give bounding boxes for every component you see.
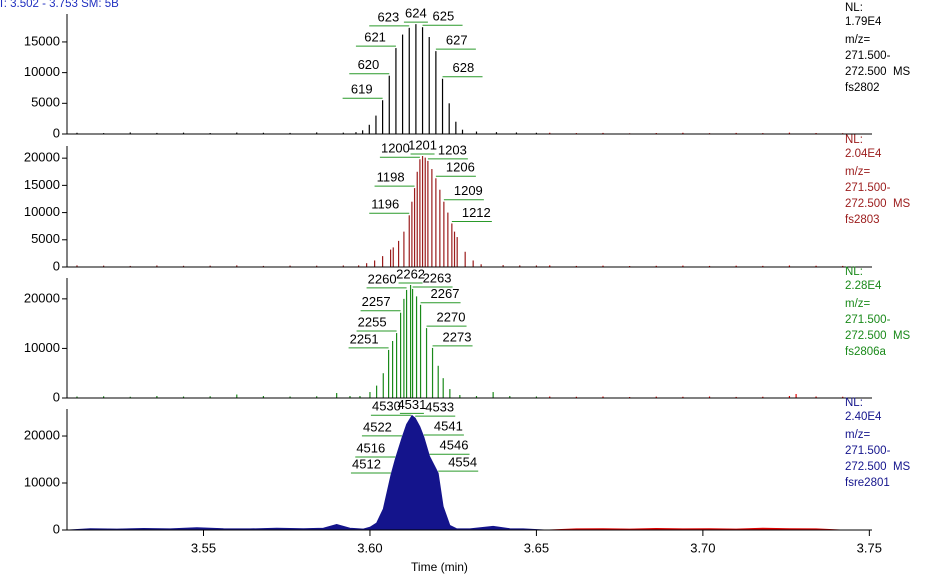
peak-label: 2273: [443, 329, 472, 344]
y-tick-label: 20000: [24, 427, 60, 442]
y-tick-label: 0: [53, 258, 60, 273]
info-label: 272.500 MS: [845, 461, 911, 473]
info-label: NL:: [845, 134, 863, 146]
info-label: 1.79E4: [845, 16, 882, 28]
y-tick-label: 15000: [24, 177, 60, 192]
info-label: NL:: [845, 397, 863, 409]
y-tick-label: 20000: [24, 290, 60, 305]
peak-label: 4546: [440, 438, 469, 453]
info-label: NL:: [845, 2, 863, 14]
peak-label: 1203: [438, 142, 467, 157]
peak-label: 1209: [454, 183, 483, 198]
peak-label: 619: [351, 82, 373, 97]
info-label: m/z=: [845, 166, 871, 178]
peak-label: 2270: [437, 310, 466, 325]
x-tick-label: 3.55: [191, 540, 216, 555]
y-tick-label: 0: [53, 521, 60, 536]
info-label: m/z=: [845, 429, 871, 441]
peak-label: 624: [405, 6, 427, 21]
peak-label: 2263: [423, 270, 452, 285]
header: T: 3.502 - 3.753 SM: 5B: [0, 0, 119, 10]
peak-label: 621: [364, 30, 386, 45]
peak-label: 1206: [446, 160, 475, 175]
y-tick-label: 10000: [24, 340, 60, 355]
peak-label: 4531: [397, 397, 426, 412]
y-tick-label: 15000: [24, 33, 60, 48]
area: [66, 414, 547, 531]
x-tick-label: 3.75: [857, 540, 882, 555]
peak-label: 2262: [396, 266, 425, 281]
info-label: 271.500-: [845, 445, 891, 457]
peak-label: 4541: [434, 418, 463, 433]
info-label: 2.28E4: [845, 280, 882, 292]
info-label: fs2802: [845, 82, 880, 94]
peak-label: 625: [433, 9, 455, 24]
info-label: NL:: [845, 266, 863, 278]
info-label: m/z=: [845, 298, 871, 310]
y-tick-label: 20000: [24, 150, 60, 165]
peak-label: 1201: [408, 137, 437, 152]
y-tick-label: 10000: [24, 64, 60, 79]
info-label: 2.04E4: [845, 148, 882, 160]
peak-label: 2267: [431, 286, 460, 301]
peak-label: 4522: [363, 419, 392, 434]
x-tick-label: 3.60: [357, 540, 382, 555]
info-label: 271.500-: [845, 50, 891, 62]
info-label: 272.500 MS: [845, 66, 911, 78]
peak-label: 2251: [350, 331, 379, 346]
y-tick-label: 10000: [24, 474, 60, 489]
x-tick-label: 3.65: [524, 540, 549, 555]
peak-label: 4516: [356, 440, 385, 455]
y-tick-label: 10000: [24, 204, 60, 219]
y-tick-label: 5000: [31, 231, 60, 246]
peak-label: 1196: [371, 197, 399, 212]
peak-label: 4530: [372, 399, 401, 414]
peak-label: 627: [446, 33, 468, 48]
info-label: 2.40E4: [845, 411, 882, 423]
peak-label: 620: [358, 57, 380, 72]
peak-label: 4533: [425, 400, 454, 415]
y-tick-label: 0: [53, 125, 60, 140]
info-label: 271.500-: [845, 314, 891, 326]
y-tick-label: 0: [53, 389, 60, 404]
info-label: 272.500 MS: [845, 330, 911, 342]
info-label: fs2803: [845, 214, 880, 226]
peak-label: 1198: [377, 170, 405, 185]
peak-label: 2260: [368, 271, 397, 286]
peak-label: 4512: [352, 456, 381, 471]
x-tick-label: 3.70: [690, 540, 715, 555]
info-label: fsre2801: [845, 477, 890, 489]
x-axis-label: Time (min): [411, 560, 468, 574]
peak-label: 623: [378, 9, 400, 24]
peak-label: 4554: [448, 455, 477, 470]
info-label: m/z=: [845, 34, 871, 46]
peak-label: 2257: [362, 294, 391, 309]
peak-label: 2255: [358, 314, 387, 329]
info-label: 272.500 MS: [845, 198, 911, 210]
info-label: fs2806a: [845, 346, 887, 358]
peak-label: 628: [453, 60, 475, 75]
info-label: 271.500-: [845, 182, 891, 194]
peak-label: 1200: [381, 141, 410, 156]
y-tick-label: 5000: [31, 95, 60, 110]
peak-label: 1212: [462, 205, 491, 220]
